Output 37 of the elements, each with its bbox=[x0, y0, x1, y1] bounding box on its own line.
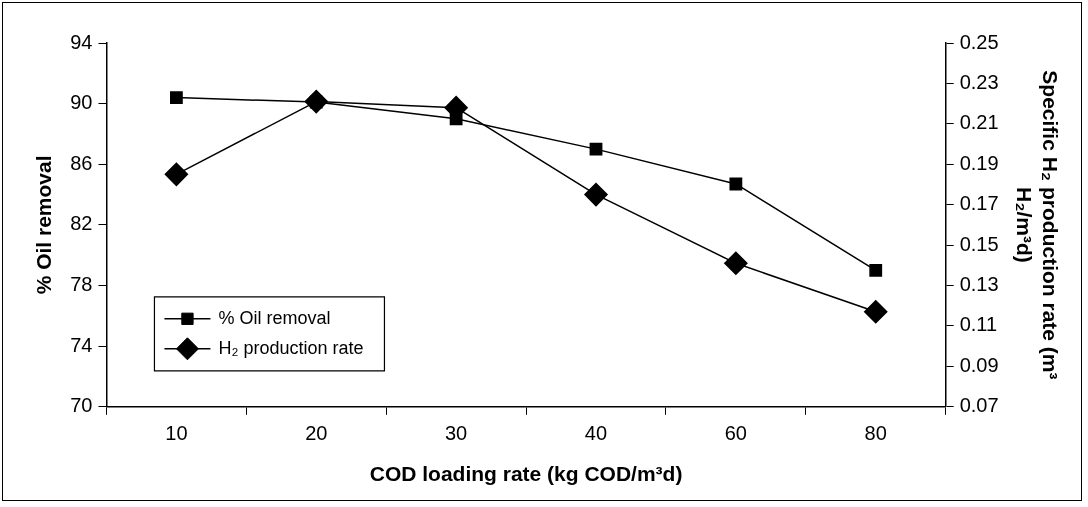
x-tick-label: 80 bbox=[864, 422, 887, 445]
legend-label: H₂ production rate bbox=[218, 337, 364, 358]
y2-tick-label: 0.11 bbox=[959, 313, 998, 336]
x-tick-label: 20 bbox=[305, 422, 328, 445]
point bbox=[869, 263, 883, 277]
y-axis-title: % Oil removal bbox=[32, 155, 56, 295]
point bbox=[729, 177, 743, 191]
y2-tick-label: 0.19 bbox=[959, 151, 999, 174]
legend-label: % Oil removal bbox=[218, 307, 331, 328]
x-tick-label: 40 bbox=[584, 422, 608, 445]
x-tick-label: 60 bbox=[724, 422, 747, 445]
y-tick-label: 74 bbox=[70, 333, 93, 356]
y-tick-label: 70 bbox=[70, 394, 93, 417]
x-axis-title: COD loading rate (kg COD/m³d) bbox=[369, 462, 683, 486]
y2-axis-title: Specific H₂ production rate (m³ H₂/m³d) bbox=[1013, 70, 1062, 380]
point bbox=[724, 251, 748, 276]
y2-tick-label: 0.17 bbox=[959, 192, 999, 215]
y-tick-label: 90 bbox=[70, 91, 93, 114]
point bbox=[449, 112, 463, 126]
y2-tick-label: 0.07 bbox=[959, 394, 999, 417]
point bbox=[584, 182, 608, 207]
point bbox=[589, 142, 603, 156]
y2-tick-label: 0.15 bbox=[959, 232, 999, 255]
y-tick-label: 94 bbox=[70, 30, 93, 53]
y-tick-label: 82 bbox=[70, 212, 93, 235]
y2-tick-label: 0.23 bbox=[959, 70, 999, 93]
x-tick-label: 30 bbox=[445, 422, 468, 445]
y2-tick-label: 0.13 bbox=[959, 273, 999, 296]
x-tick-label: 10 bbox=[165, 422, 188, 445]
y2-tick-label: 0.09 bbox=[959, 353, 999, 376]
y2-tick-label: 0.25 bbox=[959, 30, 999, 53]
y-tick-label: 78 bbox=[70, 273, 93, 296]
point bbox=[164, 162, 189, 187]
point bbox=[169, 91, 183, 104]
point bbox=[863, 300, 888, 324]
y2-tick-label: 0.21 bbox=[959, 111, 999, 134]
y-tick-label: 86 bbox=[70, 151, 93, 174]
